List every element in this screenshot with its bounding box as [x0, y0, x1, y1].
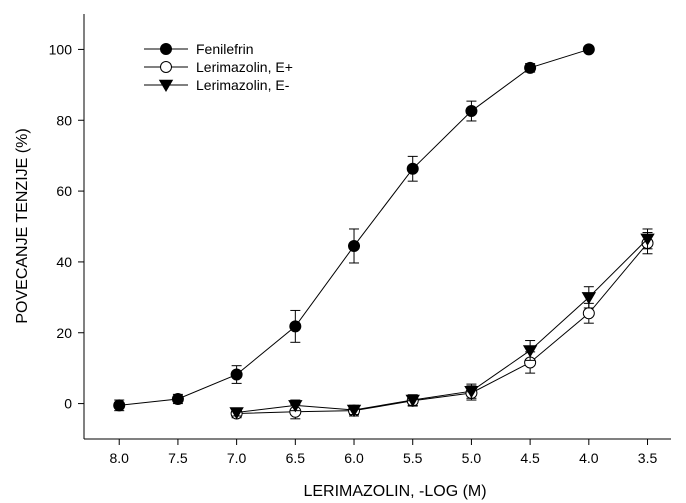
data-point [464, 385, 479, 399]
data-point [522, 345, 538, 358]
legend-item-3: Lerimazolin, E- [144, 77, 290, 93]
x-tick-label: 5.0 [462, 450, 482, 466]
data-point [582, 307, 595, 320]
data-point [230, 368, 243, 381]
x-tick-label: 4.5 [520, 450, 540, 466]
series-line [236, 238, 648, 413]
y-tick-label: 100 [49, 41, 73, 57]
legend-item-2: Lerimazolin, E+ [144, 59, 293, 75]
data-point [581, 292, 597, 305]
y-axis-title: POVECANJE TENZIJE (%) [14, 128, 31, 323]
data-point [640, 233, 655, 246]
legend-item-1: Fenilefrin [144, 41, 254, 57]
x-tick-label: 3.5 [638, 450, 658, 466]
x-tick-label: 4.0 [579, 450, 599, 466]
legend-marker [160, 43, 172, 55]
series-1 [113, 43, 595, 412]
x-tick-label: 6.5 [286, 450, 306, 466]
y-tick-label: 40 [56, 254, 72, 270]
data-point [582, 43, 595, 56]
x-tick-label: 6.0 [344, 450, 364, 466]
data-point [346, 404, 362, 417]
series-3 [229, 228, 655, 420]
data-point [171, 392, 184, 405]
legend-label: Fenilefrin [196, 41, 254, 57]
data-point [348, 239, 361, 252]
data-point [405, 394, 420, 408]
x-axis-title: LERIMAZOLIN, -LOG (M) [303, 483, 486, 500]
x-tick-label: 7.0 [227, 450, 247, 466]
data-point [406, 162, 419, 175]
legend-label: Lerimazolin, E+ [196, 59, 293, 75]
legend-marker [158, 79, 174, 92]
y-tick-label: 60 [56, 183, 72, 199]
series-layer [113, 43, 655, 420]
axes: 8.0 7.5 7.0 6.5 6.0 5.5 5.0 4.5 4.0 3.5 0 20 40 60 80 1… [49, 14, 671, 466]
y-tick-label: 20 [56, 325, 72, 341]
data-point [288, 400, 303, 413]
legend-marker [160, 61, 172, 73]
legend-label: Lerimazolin, E- [196, 77, 290, 93]
x-tick-label: 5.5 [403, 450, 423, 466]
data-point [524, 61, 537, 74]
series-line [236, 242, 648, 414]
data-point [229, 407, 244, 420]
x-tick-label: 7.5 [168, 450, 188, 466]
y-tick-label: 0 [64, 396, 72, 412]
y-tick-label: 80 [56, 112, 72, 128]
legend: Fenilefrin Lerimazolin, E+ Lerimazolin, E- [144, 41, 293, 93]
data-point [289, 320, 302, 333]
data-point [465, 105, 478, 118]
series-line [119, 48, 589, 406]
x-tick-label: 8.0 [109, 450, 129, 466]
data-point [113, 399, 126, 412]
